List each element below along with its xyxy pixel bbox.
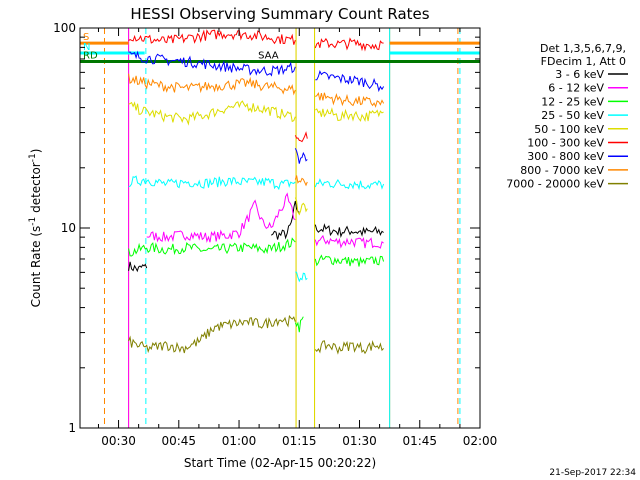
legend-label-1: 6 - 12 keV: [548, 82, 604, 95]
series-line-3-0: [128, 175, 296, 191]
series-line-0-2: [314, 223, 384, 238]
series-line-6-0: [128, 50, 296, 77]
x-axis-label: Start Time (02-Apr-15 00:20:22): [184, 456, 376, 470]
flag-label-2: SAA: [258, 50, 279, 61]
y-tick-label-0: 1: [68, 421, 76, 435]
y-tick-label-1: 10: [61, 221, 76, 235]
series-line-5-2: [314, 37, 384, 52]
y-label-end: ): [29, 149, 43, 154]
event-markers: [80, 28, 461, 428]
legend-label-3: 25 - 50 keV: [541, 109, 604, 122]
series-line-1-0: [146, 192, 296, 244]
x-tick-label-5: 01:45: [402, 434, 437, 448]
flag-label-3: RD: [83, 50, 98, 61]
series-line-3-1: [295, 271, 308, 283]
series-line-2-1: [294, 316, 304, 333]
x-tick-label-6: 02:00: [463, 434, 498, 448]
flag-label-1: N: [83, 42, 90, 53]
y-axis: 1 10 100: [53, 21, 480, 435]
series-line-8-0: [128, 314, 296, 354]
chart-title: HESSI Observing Summary Count Rates: [130, 5, 429, 23]
series-line-0-0: [128, 261, 148, 273]
series-line-2-0: [128, 237, 296, 257]
legend-header-1: FDecim 1, Att 0: [541, 55, 626, 68]
legend-label-6: 300 - 800 keV: [527, 150, 604, 163]
y-tick-label-2: 100: [53, 21, 76, 35]
legend-label-0: 3 - 6 keV: [555, 68, 604, 81]
series-line-2-2: [314, 254, 385, 267]
legend-label-7: 800 - 7000 keV: [520, 164, 604, 177]
series-line-4-0: [128, 100, 296, 126]
series-line-6-1: [294, 148, 308, 164]
series-line-3-2: [314, 178, 385, 191]
series-line-5-0: [128, 29, 296, 45]
x-tick-label-1: 00:45: [161, 434, 196, 448]
legend-label-8: 7000 - 20000 keV: [506, 178, 604, 191]
legend-label-5: 100 - 300 keV: [527, 137, 604, 150]
x-axis: 00:30 00:45 01:00 01:15 01:30 01:45 02:00: [97, 28, 498, 448]
plot-frame: [79, 27, 481, 429]
series-line-0-1: [270, 200, 300, 240]
series-line-4-1: [294, 197, 308, 216]
legend-label-2: 12 - 25 keV: [541, 95, 604, 108]
x-tick-label-4: 01:30: [342, 434, 377, 448]
y-axis-label: Count Rate (s-1 detector-1): [28, 149, 43, 308]
y-label-main: Count Rate (s: [29, 226, 43, 308]
series-line-7-1: [294, 175, 308, 187]
legend-label-4: 50 - 100 keV: [534, 123, 604, 136]
x-tick-label-2: 01:00: [222, 434, 257, 448]
series-line-8-1: [314, 339, 384, 355]
series-line-1-1: [314, 234, 384, 249]
series-line-6-2: [315, 70, 385, 93]
series-line-4-2: [315, 107, 384, 122]
x-tick-label-3: 01:15: [282, 434, 317, 448]
y-label-mid: detector: [29, 162, 43, 217]
y-label-sup2: -1: [28, 153, 38, 162]
series-line-7-0: [128, 73, 296, 96]
legend-header-0: Det 1,3,5,6,7,9,: [540, 42, 626, 55]
series-line-7-2: [315, 92, 385, 108]
x-tick-label-0: 00:30: [101, 434, 136, 448]
series-line-5-1: [294, 131, 308, 143]
footer-stamp: 21-Sep-2017 22:34: [549, 468, 636, 478]
legend: Det 1,3,5,6,7,9,FDecim 1, Att 03 - 6 keV…: [506, 42, 628, 191]
series-lines: [128, 29, 385, 355]
y-label-sup1: -1: [28, 217, 38, 226]
flag-label-0: S: [83, 32, 89, 43]
